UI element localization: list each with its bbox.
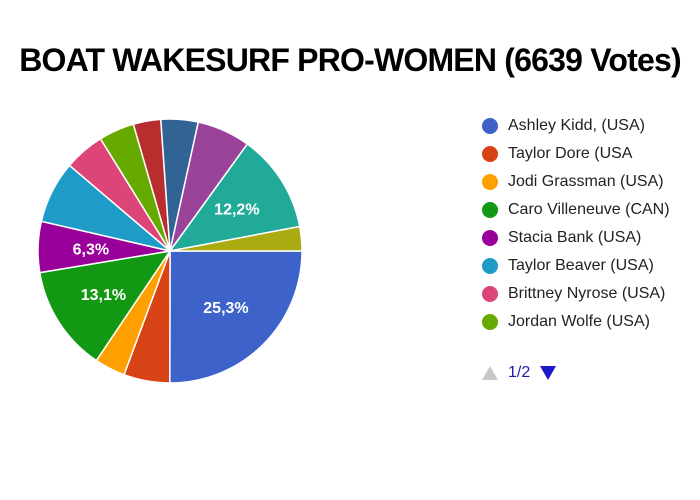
legend-swatch: [482, 314, 498, 330]
legend-swatch: [482, 118, 498, 134]
legend-item[interactable]: Brittney Nyrose (USA): [482, 280, 670, 308]
legend-label: Stacia Bank (USA): [508, 229, 642, 246]
legend-swatch: [482, 174, 498, 190]
legend-swatch: [482, 202, 498, 218]
pager-text: 1/2: [508, 364, 531, 381]
slice-data-label: 12,2%: [214, 202, 259, 219]
legend-item[interactable]: Taylor Dore (USA: [482, 140, 670, 168]
chart-legend: Ashley Kidd, (USA) Taylor Dore (USA Jodi…: [482, 112, 670, 336]
legend-swatch: [482, 258, 498, 274]
legend-label: Taylor Beaver (USA): [508, 257, 654, 274]
legend-swatch: [482, 146, 498, 162]
pie-slice[interactable]: [168, 142, 301, 253]
legend-item[interactable]: Jodi Grassman (USA): [482, 168, 670, 196]
slice-data-label: 6,3%: [73, 242, 109, 259]
legend-item[interactable]: Caro Villeneuve (CAN): [482, 196, 670, 224]
legend-label: Ashley Kidd, (USA): [508, 117, 645, 134]
slice-data-label: 25,3%: [203, 300, 248, 317]
legend-swatch: [482, 286, 498, 302]
legend-item[interactable]: Taylor Beaver (USA): [482, 252, 670, 280]
legend-item[interactable]: Ashley Kidd, (USA): [482, 112, 670, 140]
legend-label: Brittney Nyrose (USA): [508, 285, 666, 302]
slice-data-label: 13,1%: [81, 287, 126, 304]
pie-slice[interactable]: [169, 225, 303, 252]
chart-title: BOAT WAKESURF PRO-WOMEN (6639 Votes): [19, 42, 681, 78]
legend-swatch: [482, 230, 498, 246]
pie-slice[interactable]: [169, 250, 303, 384]
pie-slice[interactable]: [38, 249, 172, 362]
legend-label: Jodi Grassman (USA): [508, 173, 664, 190]
triangle-down-icon[interactable]: [540, 366, 557, 380]
legend-item[interactable]: Jordan Wolfe (USA): [482, 308, 670, 336]
legend-item[interactable]: Stacia Bank (USA): [482, 224, 670, 252]
legend-label: Caro Villeneuve (CAN): [508, 201, 670, 218]
legend-pager: 1/2: [482, 364, 557, 382]
triangle-up-icon: [482, 366, 498, 380]
legend-label: Taylor Dore (USA: [508, 145, 633, 162]
legend-label: Jordan Wolfe (USA): [508, 313, 650, 330]
